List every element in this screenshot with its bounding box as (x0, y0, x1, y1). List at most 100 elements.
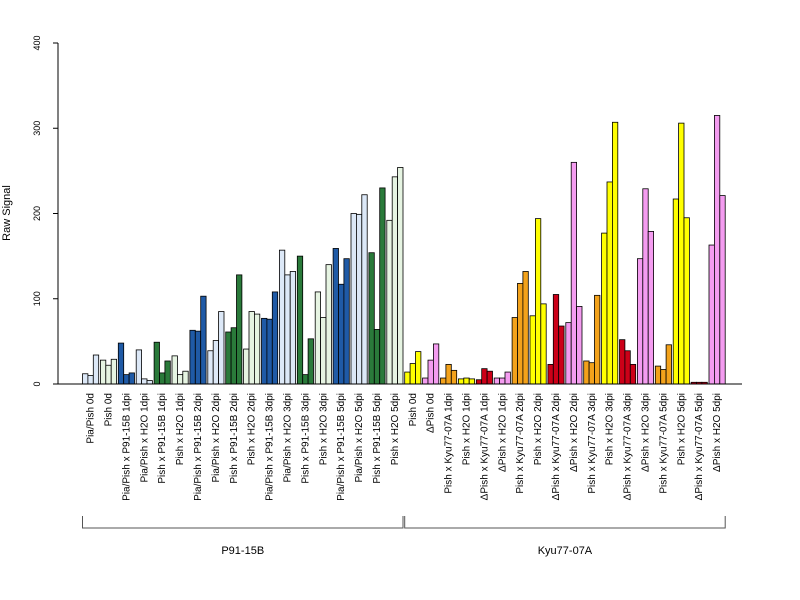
bar (552, 294, 560, 385)
bar (207, 350, 214, 385)
x-tick-label: Pish x H2O 5dpi (390, 393, 401, 465)
bar (445, 363, 452, 385)
x-tick-label: Pish x H2O 1dpi (175, 393, 186, 465)
bar (427, 359, 434, 385)
y-tick-label: 200 (32, 206, 42, 221)
x-tick-label: Pish x P91-15B 2dpi (229, 393, 240, 484)
x-tick-label: Pish x Kyu77-07A 1dpi (444, 393, 455, 494)
bar (683, 217, 690, 385)
x-tick-label: Pia/Pish x P91-15B 5dpi (336, 393, 347, 501)
bar (338, 283, 345, 385)
bar (570, 161, 578, 385)
bar (361, 194, 368, 385)
x-tick-label: Pish x Kyu77-07A 2dpi (515, 393, 526, 494)
bar (289, 271, 297, 385)
y-tick-label: 400 (32, 35, 42, 50)
bar (117, 342, 125, 385)
bar (123, 374, 130, 385)
bar (511, 317, 518, 385)
bar (176, 374, 184, 385)
bar (200, 295, 207, 385)
bar (647, 231, 655, 385)
x-tick-label: Pia/Pish x P91-15B 3dpi (265, 393, 276, 501)
bar (141, 378, 148, 385)
x-tick-label: ΔPish x H2O 3dpi (641, 393, 652, 472)
x-tick-label: ΔPish x Kyu77-07A 1dpi (479, 393, 490, 500)
bar (128, 372, 135, 385)
bar (565, 322, 572, 385)
bar (594, 294, 601, 385)
x-tick-label: Pish x H2O 5dpi (676, 393, 687, 465)
x-tick-label: Pia/Pish x H2O 3dpi (283, 393, 294, 483)
bar (379, 187, 386, 385)
y-axis: 0 100 200 300 400 (32, 35, 59, 387)
x-tick-label: ΔPish 0d (426, 393, 437, 433)
bar (654, 365, 662, 385)
bar (253, 313, 261, 385)
bar (522, 271, 529, 385)
bar (409, 363, 416, 385)
bar (486, 370, 493, 385)
bar (153, 341, 160, 385)
bar (481, 368, 488, 385)
group-bracket (82, 516, 404, 529)
bar (535, 218, 542, 385)
bar (171, 355, 178, 385)
x-tick-label: Pia/Pish x H2O 5dpi (354, 393, 365, 483)
bar (105, 364, 112, 385)
x-tick-label: Pish x P91-15B 1dpi (157, 393, 168, 484)
bar (468, 378, 476, 385)
bar (386, 219, 393, 385)
bar (266, 318, 273, 385)
bar (302, 374, 309, 385)
bar (159, 372, 166, 385)
bar (475, 379, 483, 385)
group-label: P91-15B (221, 545, 264, 557)
bar (493, 377, 501, 385)
bar (373, 329, 381, 385)
bar (296, 255, 304, 385)
x-tick-label: Pish 0d (104, 393, 115, 426)
bar (218, 311, 225, 385)
bar (499, 377, 506, 385)
bar (189, 329, 196, 385)
bar (517, 283, 524, 385)
x-tick-label: Pia/Pish x H2O 1dpi (139, 393, 150, 483)
x-tick-label: Pish x H2O 2dpi (533, 393, 544, 465)
bar (504, 371, 511, 385)
bar (243, 348, 250, 385)
bar (391, 176, 399, 385)
bar (529, 315, 536, 385)
x-tick-label: Pish x H2O 3dpi (318, 393, 329, 465)
bar (182, 370, 189, 385)
group-label: Kyu77-07A (538, 545, 593, 557)
bar (714, 115, 721, 385)
x-tick-labels: Pia/Pish 0d Pish 0d Pia/Pish x P91-15B 1dp… (86, 393, 723, 501)
bar (457, 378, 465, 385)
bar (450, 369, 458, 385)
bar (629, 363, 637, 385)
bar (332, 248, 339, 385)
bar (307, 338, 314, 385)
x-tick-label: Pia/Pish 0d (86, 393, 97, 444)
x-tick-label: Pish x Kyu77-07A 5dpi (658, 393, 669, 494)
bar (225, 331, 232, 385)
bar (624, 350, 631, 385)
bar (606, 181, 613, 385)
y-tick-label: 0 (32, 381, 42, 386)
bar (320, 317, 327, 385)
bar (708, 244, 715, 385)
x-tick-label: Pish x H2O 1dpi (462, 393, 473, 465)
bar (194, 330, 202, 385)
x-tick-label: ΔPish x Kyu77-07A 2dpi (551, 393, 562, 500)
bar (92, 354, 100, 385)
bar (619, 339, 626, 385)
bar (583, 360, 590, 385)
bar (719, 195, 726, 385)
bar (110, 358, 117, 385)
bar (314, 291, 322, 385)
bar (601, 232, 608, 385)
x-tick-label: Pia/Pish x H2O 2dpi (211, 393, 222, 483)
x-tick-label: ΔPish x H2O 2dpi (569, 393, 580, 472)
